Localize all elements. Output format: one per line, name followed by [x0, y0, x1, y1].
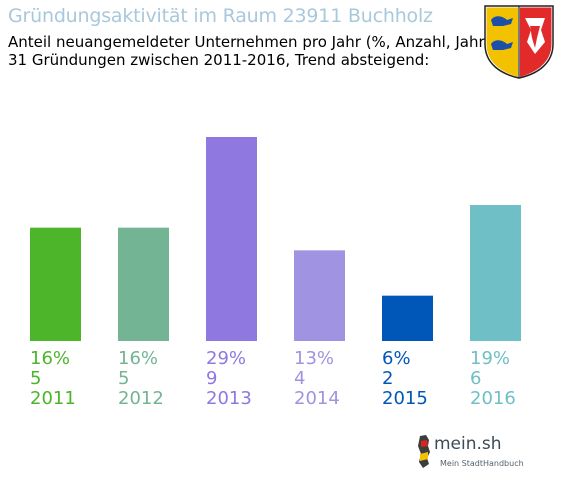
coat-of-arms-icon — [484, 5, 554, 79]
percent-label-2011: 16% — [30, 348, 70, 369]
count-label-2014: 4 — [294, 368, 305, 389]
subtitle-line-2: 31 Gründungen zwischen 2011-2016, Trend … — [8, 51, 430, 69]
bar-2016 — [470, 205, 521, 341]
percent-label-2015: 6% — [382, 348, 411, 369]
bar-2013 — [206, 137, 257, 341]
bar-2011 — [30, 227, 81, 341]
bar-chart: 16%5201116%5201229%9201313%420146%220151… — [30, 137, 521, 409]
subtitle-line-1: Anteil neuangemeldeter Unternehmen pro J… — [8, 33, 491, 51]
count-label-2016: 6 — [470, 368, 481, 389]
bar-2015 — [382, 295, 433, 341]
percent-label-2013: 29% — [206, 348, 246, 369]
year-label-2016: 2016 — [470, 388, 516, 409]
logo-tagline: Mein StadtHandbuch — [440, 459, 524, 468]
chart-subtitle: Anteil neuangemeldeter Unternehmen pro J… — [8, 33, 491, 69]
year-label-2012: 2012 — [118, 388, 164, 409]
chart-title: Gründungsaktivität im Raum 23911 Buchhol… — [8, 5, 433, 27]
mein-sh-logo — [416, 432, 526, 474]
year-label-2015: 2015 — [382, 388, 428, 409]
percent-label-2012: 16% — [118, 348, 158, 369]
logo-brand: mein.sh — [434, 434, 502, 454]
count-label-2012: 5 — [118, 368, 129, 389]
bar-2014 — [294, 250, 345, 341]
percent-label-2016: 19% — [470, 348, 510, 369]
year-label-2011: 2011 — [30, 388, 76, 409]
year-label-2013: 2013 — [206, 388, 252, 409]
percent-label-2014: 13% — [294, 348, 334, 369]
year-label-2014: 2014 — [294, 388, 340, 409]
bar-2012 — [118, 227, 169, 341]
count-label-2015: 2 — [382, 368, 393, 389]
count-label-2011: 5 — [30, 368, 41, 389]
count-label-2013: 9 — [206, 368, 217, 389]
